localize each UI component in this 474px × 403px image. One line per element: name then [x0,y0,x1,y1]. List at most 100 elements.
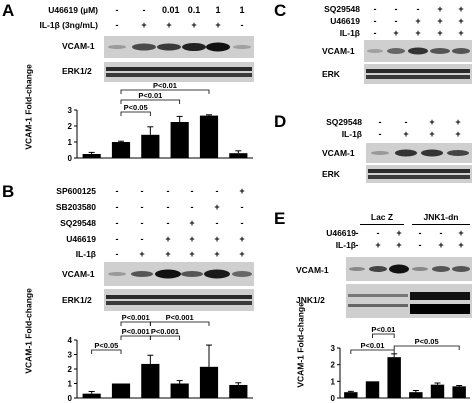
condition-symbol: + [396,228,402,238]
condition-symbol: - [240,202,244,212]
western-blot-erk [104,289,254,311]
condition-symbol: - [373,28,377,38]
bar [387,357,401,398]
blot-label: VCAM-1 [322,148,355,158]
group-label-jnk1dn: JNK1-dn [423,212,459,222]
western-blot-erk [104,62,254,82]
condition-label: IL-1β [75,249,96,259]
condition-label: U46619 (µM) [48,5,98,15]
condition-symbol: - [378,129,382,139]
significance-bracket [149,335,181,340]
condition-symbol: - [378,117,382,127]
p-value-label: P<0.001 [166,313,194,322]
blot-label: ERK [322,69,340,79]
western-blot-erk [366,165,472,183]
condition-symbol: + [165,249,171,259]
western-blot-vcam1 [104,262,254,286]
condition-label: U46619 [66,234,96,244]
condition-symbol: + [415,16,421,26]
y-tick-label: 3 [331,344,336,353]
condition-symbol: + [214,249,220,259]
condition-label: IL-1β (3ng/mL) [39,20,98,30]
condition-symbol: - [394,16,398,26]
p-value-label: P<0.01 [361,341,385,350]
bar-chart-a: 0 1 2 3 P<0.05 P<0.01P<0.01 [68,81,253,162]
significance-bracket [393,345,460,350]
panel-label-e: E [274,209,286,228]
western-blot-vcam1 [364,40,472,62]
condition-symbol: - [418,240,422,250]
p-value-label: P<0.001 [122,327,150,336]
y-tick-label: 0 [68,394,73,402]
condition-symbol: - [394,4,398,14]
p-value-label: P<0.01 [371,325,395,334]
p-value-label: P<0.01 [153,81,177,90]
y-tick-label: 3 [68,351,73,360]
bar [170,122,189,158]
condition-symbol: - [190,202,194,212]
condition-label: IL-1β [339,28,360,38]
bar [111,383,131,398]
condition-symbol: + [455,129,461,139]
y-tick-label: 2 [331,361,336,370]
condition-symbol: + [458,240,464,250]
condition-symbol: - [115,218,119,228]
western-blot-erk [364,64,472,84]
condition-symbol: - [190,186,194,196]
condition-symbol: + [189,234,195,244]
condition-symbol: + [403,129,409,139]
condition-symbol: - [240,20,244,30]
significance-bracket [120,111,151,116]
condition-symbol: - [166,202,170,212]
condition-symbol: + [437,4,443,14]
bar [365,381,380,398]
condition-symbol: + [141,20,147,30]
condition-symbol: - [115,186,119,196]
significance-bracket [91,349,122,354]
condition-symbol: + [214,202,220,212]
condition-symbol: - [142,5,146,15]
condition-symbol: - [439,228,443,238]
condition-symbol: + [166,20,172,30]
p-value-label: P<0.05 [415,337,439,346]
condition-symbol: - [140,218,144,228]
condition-symbol: + [393,28,399,38]
blot-label: ERK1/2 [62,295,92,305]
condition-symbol: + [239,186,245,196]
condition-symbol: + [189,249,195,259]
condition-symbol: + [375,240,381,250]
blot-label: VCAM-1 [62,269,95,279]
bar [82,393,101,398]
p-value-label: P<0.05 [94,341,118,350]
condition-symbol: - [166,218,170,228]
group-line [360,224,404,225]
significance-bracket [120,89,210,94]
blot-label: ERK1/2 [62,66,92,76]
condition-label: IL-1β [335,240,356,250]
condition-symbol: 0.01 [162,5,180,15]
condition-symbol: 0.1 [187,5,201,15]
bar [229,384,248,398]
condition-label: U46619 [330,16,360,26]
p-value-label: P<0.01 [138,91,162,100]
condition-symbol: + [429,129,435,139]
significance-bracket [350,349,395,354]
condition-symbol: + [429,117,435,127]
condition-label: IL-1β [341,129,362,139]
condition-symbol: - [140,202,144,212]
group-line [412,224,470,225]
condition-symbol: - [376,228,380,238]
blot-label: VCAM-1 [62,41,95,51]
condition-symbol: - [115,5,119,15]
condition-symbol: + [139,249,145,259]
condition-symbol: 1 [239,5,245,15]
condition-symbol: - [373,4,377,14]
significance-bracket [372,333,395,338]
bar [430,384,445,398]
condition-symbol: - [418,228,422,238]
y-tick-label: 1 [68,138,73,147]
condition-label: SB203580 [55,202,96,212]
condition-label: SQ29548 [326,117,362,127]
y-tick-label: 3 [68,106,73,115]
